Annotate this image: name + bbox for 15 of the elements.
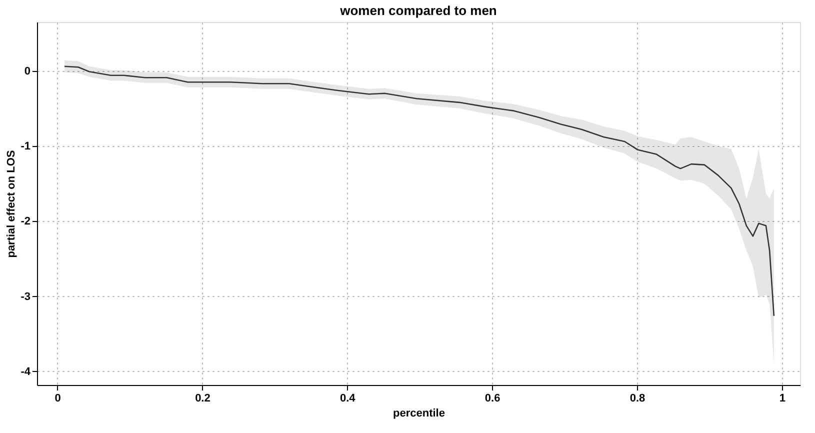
y-tick-label: -3 bbox=[20, 290, 30, 303]
line-series bbox=[64, 66, 775, 317]
y-tick-label: -1 bbox=[20, 140, 30, 153]
y-tick-label: -2 bbox=[20, 216, 30, 228]
y-tick-label: 0 bbox=[24, 65, 30, 78]
x-tick-label: 0.8 bbox=[630, 392, 646, 404]
x-axis-title: percentile bbox=[393, 408, 445, 420]
x-tick-label: 0.2 bbox=[195, 392, 210, 404]
x-tick-label: 1 bbox=[779, 392, 786, 404]
y-tick-label: -4 bbox=[20, 366, 32, 378]
chart-title: women compared to men bbox=[339, 3, 497, 18]
y-axis-title: partial effect on LOS bbox=[6, 150, 18, 258]
x-tick-label: 0.6 bbox=[484, 392, 500, 404]
x-tick-label: 0.4 bbox=[340, 392, 356, 404]
x-tick-label: 0 bbox=[54, 392, 61, 404]
